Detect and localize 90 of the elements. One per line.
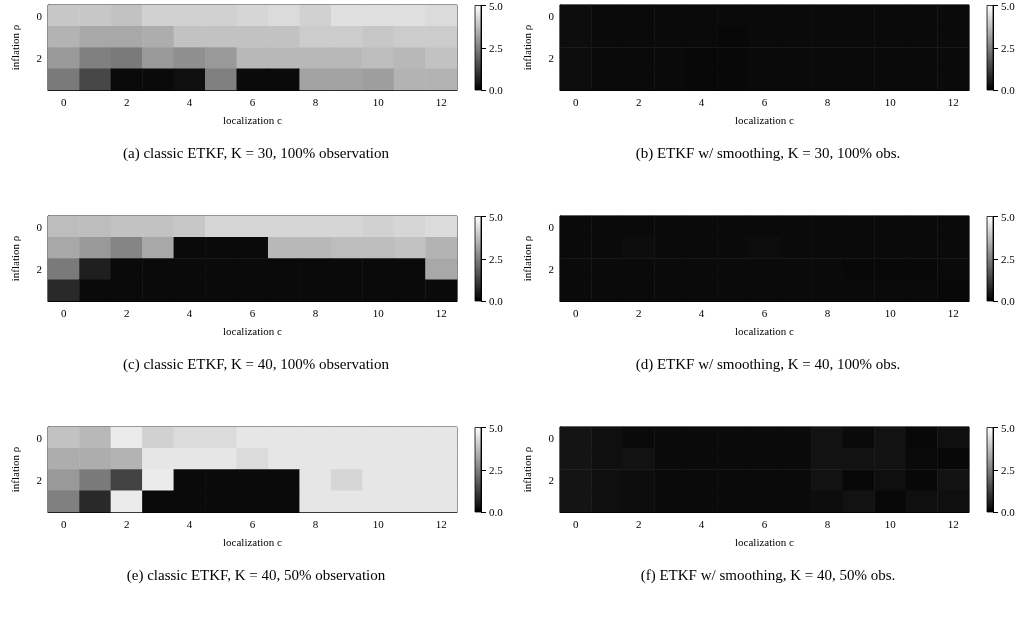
x-tick-label: 2 <box>635 306 642 319</box>
x-axis-title: localization c <box>735 324 795 337</box>
text: (e) classic ETKF, K = 40, 50% observation <box>126 566 386 584</box>
x-tick-label: 6 <box>249 517 256 530</box>
color-bar-label: 5.0 <box>489 421 504 434</box>
x-tick-label: 6 <box>761 95 768 108</box>
x-tick-label: 4 <box>186 306 193 319</box>
x-axis-title: localization c <box>735 535 795 548</box>
y-axis-title: inflation ρ <box>520 446 533 493</box>
color-bar-label: 0.0 <box>1001 84 1016 96</box>
y-tick-label: 2 <box>36 474 42 487</box>
x-tick-label: 8 <box>312 95 319 108</box>
y-axis-title: inflation ρ <box>8 235 21 282</box>
x-tick-label: 8 <box>824 95 831 108</box>
color-bar-label: 0.0 <box>1001 295 1016 307</box>
y-axis-title: inflation ρ <box>8 24 21 71</box>
x-tick-label: 8 <box>312 306 319 319</box>
x-tick-label: 0 <box>572 517 579 530</box>
color-bar-label: 0.0 <box>489 84 504 96</box>
x-tick-label: 8 <box>824 306 831 319</box>
color-bar-label: 0.0 <box>489 506 504 518</box>
x-axis-title: localization c <box>223 113 283 126</box>
color-bar-label: 2.5 <box>1001 463 1016 476</box>
x-tick-label: 4 <box>698 517 705 530</box>
color-bar-label: 2.5 <box>489 252 504 265</box>
y-tick-label: 2 <box>548 474 554 487</box>
color-bar-label: 0.0 <box>489 295 504 307</box>
x-tick-label: 8 <box>312 517 319 530</box>
y-tick-label: 0 <box>548 220 555 233</box>
x-tick-label: 2 <box>635 95 642 108</box>
color-bar-label: 2.5 <box>489 463 504 476</box>
color-bar-label: 2.5 <box>489 41 504 54</box>
x-tick-label: 10 <box>372 517 385 530</box>
x-axis-title: localization c <box>223 324 283 337</box>
color-bar-label: 5.0 <box>1001 421 1016 434</box>
x-axis-title: localization c <box>223 535 283 548</box>
text: (c) classic ETKF, K = 40, 100% observation <box>123 355 390 373</box>
color-bar-label: 5.0 <box>489 210 504 223</box>
x-tick-label: 0 <box>572 95 579 108</box>
x-tick-label: 4 <box>698 306 705 319</box>
x-tick-label: 0 <box>60 517 67 530</box>
color-bar-label: 2.5 <box>1001 41 1016 54</box>
x-tick-label: 10 <box>884 306 897 319</box>
y-tick-label: 2 <box>548 263 554 276</box>
x-tick-label: 12 <box>435 517 447 530</box>
x-tick-label: 2 <box>123 306 130 319</box>
x-tick-label: 4 <box>186 95 193 108</box>
color-bar-label: 2.5 <box>1001 252 1016 265</box>
y-axis-title: inflation ρ <box>520 24 533 71</box>
x-tick-label: 0 <box>572 306 579 319</box>
text: (b) ETKF w/ smoothing, K = 30, 100% obs. <box>635 144 901 162</box>
x-tick-label: 10 <box>372 306 385 319</box>
x-tick-label: 8 <box>824 517 831 530</box>
x-tick-label: 10 <box>884 95 897 108</box>
y-tick-label: 0 <box>548 9 555 22</box>
x-tick-label: 6 <box>249 95 256 108</box>
text: (d) ETKF w/ smoothing, K = 40, 100% obs. <box>635 355 901 373</box>
text: (f) ETKF w/ smoothing, K = 40, 50% obs. <box>640 566 896 584</box>
y-tick-label: 2 <box>36 263 42 276</box>
x-tick-label: 0 <box>60 306 67 319</box>
color-bar-label: 5.0 <box>1001 0 1016 12</box>
x-tick-label: 6 <box>249 306 256 319</box>
x-tick-label: 2 <box>635 517 642 530</box>
x-tick-label: 6 <box>761 306 768 319</box>
x-tick-label: 12 <box>947 306 959 319</box>
y-tick-label: 0 <box>36 431 43 444</box>
x-tick-label: 2 <box>123 517 130 530</box>
y-axis-title: inflation ρ <box>520 235 533 282</box>
x-tick-label: 12 <box>435 306 447 319</box>
text: (a) classic ETKF, K = 30, 100% observation <box>123 144 390 162</box>
x-tick-label: 12 <box>947 95 959 108</box>
color-bar-label: 5.0 <box>1001 210 1016 223</box>
y-tick-label: 2 <box>548 52 554 65</box>
y-tick-label: 2 <box>36 52 42 65</box>
y-axis-title: inflation ρ <box>8 446 21 493</box>
color-bar-label: 5.0 <box>489 0 504 12</box>
y-tick-label: 0 <box>548 431 555 444</box>
x-tick-label: 12 <box>947 517 959 530</box>
color-bar-label: 0.0 <box>1001 506 1016 518</box>
x-tick-label: 12 <box>435 95 447 108</box>
y-tick-label: 0 <box>36 9 43 22</box>
x-tick-label: 10 <box>884 517 897 530</box>
x-tick-label: 4 <box>698 95 705 108</box>
x-axis-title: localization c <box>735 113 795 126</box>
x-tick-label: 10 <box>372 95 385 108</box>
x-tick-label: 4 <box>186 517 193 530</box>
y-tick-label: 0 <box>36 220 43 233</box>
x-tick-label: 6 <box>761 517 768 530</box>
x-tick-label: 2 <box>123 95 130 108</box>
x-tick-label: 0 <box>60 95 67 108</box>
